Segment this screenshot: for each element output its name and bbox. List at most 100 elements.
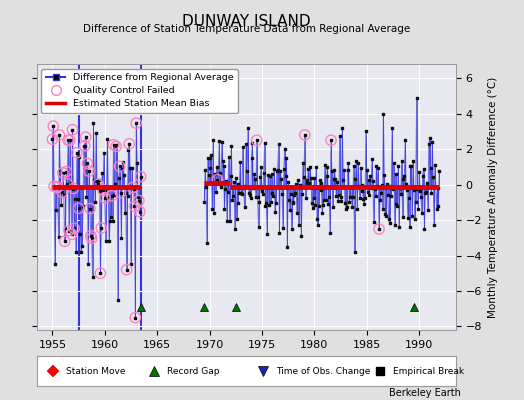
Point xyxy=(124,147,133,154)
Point xyxy=(100,150,108,156)
Point xyxy=(232,175,240,181)
Point xyxy=(329,203,337,210)
Point xyxy=(297,232,305,239)
Point xyxy=(125,141,134,147)
Point xyxy=(390,222,399,228)
Point xyxy=(119,159,127,165)
Point xyxy=(321,162,329,168)
Point xyxy=(60,238,69,244)
Point xyxy=(231,226,239,232)
Point xyxy=(277,176,286,182)
Point xyxy=(65,227,73,234)
Point xyxy=(372,192,380,199)
Point xyxy=(410,187,418,193)
Point xyxy=(424,141,433,147)
Point xyxy=(267,171,276,178)
Point xyxy=(66,137,74,144)
Point xyxy=(260,140,269,146)
Point xyxy=(253,137,261,144)
Point xyxy=(375,226,383,232)
Point xyxy=(362,128,370,134)
Point xyxy=(90,176,99,183)
Point xyxy=(102,187,111,193)
Point xyxy=(377,182,386,189)
Point xyxy=(377,190,385,196)
Point xyxy=(434,202,443,209)
Point xyxy=(333,178,341,185)
Point xyxy=(219,158,227,164)
Point xyxy=(255,199,264,206)
Point xyxy=(202,184,210,190)
Point xyxy=(425,135,434,142)
Point xyxy=(342,206,350,212)
Point xyxy=(323,164,332,170)
Point xyxy=(216,170,224,177)
Point xyxy=(397,191,405,197)
Point xyxy=(69,185,78,192)
Point xyxy=(301,195,310,201)
Point xyxy=(112,143,121,150)
Point xyxy=(435,168,443,175)
Point xyxy=(305,180,313,186)
Point xyxy=(101,194,109,201)
Point xyxy=(413,185,422,192)
Point xyxy=(337,198,346,204)
Point xyxy=(308,200,316,206)
Point xyxy=(99,187,107,193)
Point xyxy=(415,169,423,176)
Text: Record Gap: Record Gap xyxy=(167,366,219,376)
Point xyxy=(409,158,417,164)
Point xyxy=(250,171,258,178)
Point xyxy=(293,210,301,216)
Point xyxy=(131,314,139,321)
Point xyxy=(220,206,228,213)
Point xyxy=(241,183,249,190)
Point xyxy=(418,210,426,216)
Point xyxy=(246,194,255,201)
Point xyxy=(136,174,145,180)
Point xyxy=(272,200,280,206)
Point xyxy=(282,155,291,161)
Point xyxy=(385,216,393,222)
Point xyxy=(58,189,66,195)
Point xyxy=(330,176,338,182)
Point xyxy=(259,191,267,198)
Point xyxy=(402,181,410,187)
Point xyxy=(75,154,84,160)
Point xyxy=(227,143,236,149)
Point xyxy=(237,190,245,196)
Point xyxy=(48,136,57,142)
Point xyxy=(358,188,367,195)
Point xyxy=(254,224,263,230)
Point xyxy=(343,204,351,210)
Point xyxy=(226,173,235,179)
Point xyxy=(324,201,333,208)
Point xyxy=(431,162,439,168)
Point xyxy=(225,218,234,224)
Point xyxy=(103,136,112,142)
Point xyxy=(123,266,131,273)
Point xyxy=(130,203,139,210)
Point xyxy=(94,177,103,183)
Point xyxy=(379,111,388,117)
Point xyxy=(325,194,333,200)
Point xyxy=(85,168,93,174)
Point xyxy=(110,142,118,148)
Point xyxy=(213,176,222,183)
Point xyxy=(81,142,89,149)
Point xyxy=(136,174,145,180)
Point xyxy=(68,231,76,238)
Legend: Difference from Regional Average, Quality Control Failed, Estimated Station Mean: Difference from Regional Average, Qualit… xyxy=(41,69,238,113)
Point xyxy=(249,184,257,191)
Point xyxy=(62,168,71,175)
Point xyxy=(272,168,281,174)
Point xyxy=(302,177,311,183)
Point xyxy=(298,190,307,197)
Point xyxy=(123,192,132,199)
Text: Time of Obs. Change: Time of Obs. Change xyxy=(276,366,370,376)
Point xyxy=(74,205,83,212)
Y-axis label: Monthly Temperature Anomaly Difference (°C): Monthly Temperature Anomaly Difference (… xyxy=(488,76,498,318)
Point xyxy=(395,224,403,230)
Point xyxy=(212,164,221,170)
Point xyxy=(95,188,104,194)
